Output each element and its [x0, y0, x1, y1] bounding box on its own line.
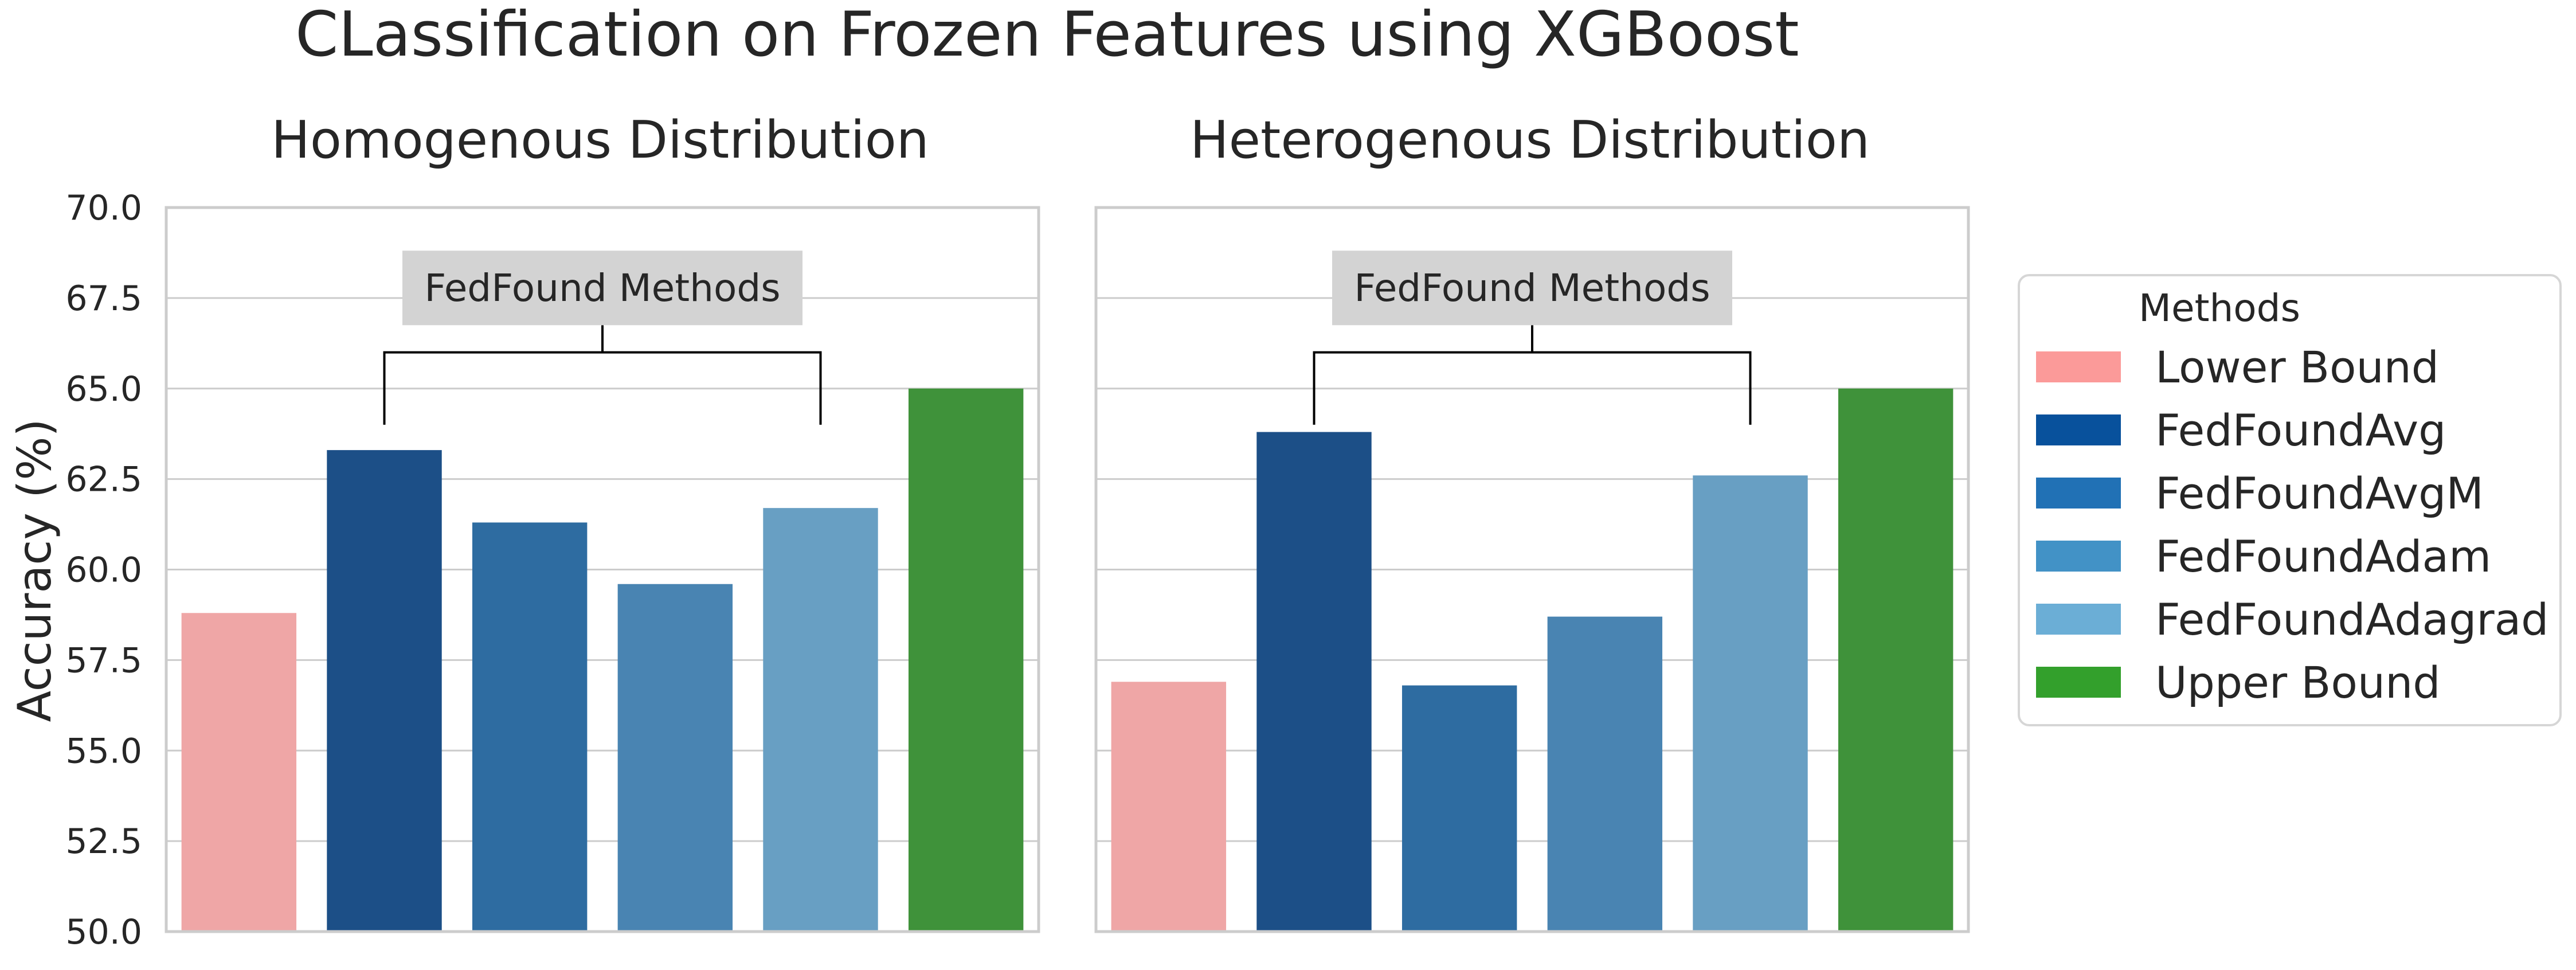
annotation-box [402, 251, 802, 326]
bar-lower-bound [181, 613, 297, 932]
legend-label: FedFoundAdagrad [2155, 594, 2548, 645]
annotation-box [1332, 251, 1732, 326]
legend-swatch [2036, 478, 2121, 509]
legend-label: Upper Bound [2155, 657, 2441, 708]
bar-upper-bound [1838, 388, 1953, 932]
panel-title: Homogenous Distribution [271, 110, 929, 170]
legend-label: FedFoundAvg [2155, 405, 2446, 456]
panel-1: Homogenous Distribution 50.0 52.5 55.0 57.5 6… [65, 110, 1040, 952]
legend-swatch [2036, 667, 2121, 698]
y-tick-label: 70.0 [65, 188, 142, 228]
bar-fedfoundavgm [1401, 685, 1517, 932]
legend-frame [2018, 274, 2562, 726]
legend-swatch [2036, 414, 2121, 445]
annotation-bracket [383, 325, 822, 425]
annotation-bracket [1313, 325, 1752, 425]
legend-swatch [2036, 604, 2121, 635]
legend-label: FedFoundAdam [2155, 531, 2491, 582]
bar-upper-bound [908, 388, 1024, 932]
bar-fedfoundadam [617, 584, 733, 932]
y-axis-label: Accuracy (%) [8, 418, 61, 722]
chart-panels: Homogenous Distribution 50.0 52.5 55.0 57.5 6… [65, 110, 1970, 952]
plot-frame [1094, 206, 1970, 933]
bar-lower-bound [1111, 682, 1227, 932]
legend-title: Methods [2139, 286, 2300, 330]
annotation-label: FedFound Methods [424, 266, 780, 310]
legend-swatch [2036, 541, 2121, 572]
legend-swatch [2036, 351, 2121, 382]
y-tick-label: 57.5 [65, 640, 142, 680]
bar-fedfoundavg [1256, 432, 1372, 932]
chart-title: CLassification on Frozen Features using … [295, 0, 1799, 71]
bar-fedfoundadam [1547, 616, 1663, 932]
plot-frame [165, 206, 1040, 933]
y-tick-label: 55.0 [65, 731, 142, 771]
bar-fedfoundadagrad [1693, 475, 1808, 932]
legend-label: Lower Bound [2155, 342, 2439, 393]
annotation-label: FedFound Methods [1354, 266, 1710, 310]
y-tick-label: 60.0 [65, 550, 142, 590]
y-tick-label: 65.0 [65, 369, 142, 409]
bar-fedfoundavgm [472, 522, 588, 932]
panel-title: Heterogenous Distribution [1190, 110, 1870, 170]
legend-label: FedFoundAvgM [2155, 468, 2484, 519]
panel-2: Heterogenous Distribution FedFound Method… [1094, 110, 1970, 933]
y-tick-label: 62.5 [65, 460, 142, 500]
y-tick-label: 52.5 [65, 822, 142, 862]
legend: Methods Lower Bound FedFoundAvg FedFoundAvg… [2018, 274, 2562, 726]
y-tick-label: 50.0 [65, 912, 142, 952]
bar-fedfoundavg [327, 450, 442, 932]
bar-fedfoundadagrad [763, 508, 878, 932]
y-tick-label: 67.5 [65, 279, 142, 319]
